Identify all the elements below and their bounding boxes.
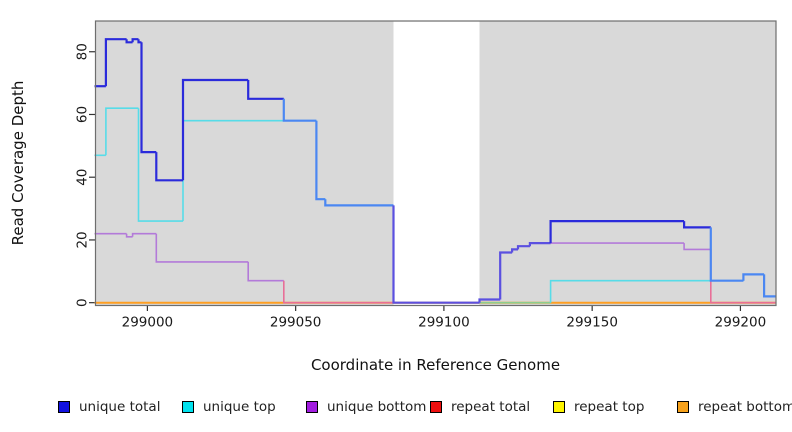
legend-label: repeat bottom [698, 399, 792, 415]
legend-label: repeat total [451, 399, 531, 415]
series-line-unique-top [137, 108, 183, 222]
series-line-unique-top [549, 279, 744, 303]
series-line-unique-total [104, 38, 127, 87]
series-line-unique-total [392, 205, 480, 304]
repeat-bottom-swatch-icon [677, 401, 689, 413]
repeat-total-swatch-icon [430, 401, 442, 413]
plot-border [94, 20, 777, 307]
legend-item-unique-top: unique top [182, 399, 276, 415]
legend-item-unique-total: unique total [58, 399, 160, 415]
legend-item-repeat-top: repeat top [553, 399, 644, 415]
series-line-unique-total [683, 221, 711, 229]
series-line-unique-total [181, 78, 249, 181]
x-tick-label: 299000 [122, 315, 174, 331]
unique-total-swatch-icon [58, 401, 70, 413]
y-axis-title: Read Coverage Depth [9, 80, 27, 246]
series-line-unique-total [125, 39, 133, 44]
legend-item-repeat-total: repeat total [430, 399, 530, 415]
y-tick-label: 20 [75, 231, 91, 248]
series-line-unique-bottom [131, 232, 157, 237]
y-tick-label: 80 [75, 43, 91, 60]
plot-svg: 299000 299050 299100 299150 299200 0 20 40 60 80 [75, 20, 777, 331]
legend-label: unique top [203, 399, 276, 415]
unique-bottom-swatch-icon [306, 401, 318, 413]
repeat-top-swatch-icon [553, 401, 565, 413]
legend-item-unique-bottom: unique bottom [306, 399, 426, 415]
x-axis-title: Coordinate in Reference Genome [310, 356, 561, 374]
series-line-unique-total [155, 152, 183, 182]
legend-label: unique bottom [327, 399, 427, 415]
series-line-unique-total [131, 38, 139, 43]
series-lines [94, 38, 776, 304]
legend-label: unique total [79, 399, 161, 415]
series-line-unique-bottom [125, 233, 133, 238]
series-line-unique-total [282, 98, 317, 122]
y-tick-label: 0 [75, 298, 91, 307]
x-tick-label: 299150 [566, 315, 618, 331]
series-line-unique-total [247, 80, 284, 100]
x-tick-label: 299200 [715, 315, 767, 331]
y-tick-label: 40 [75, 169, 91, 186]
series-line-unique-total [324, 199, 394, 207]
legend: unique total unique top unique bottom re… [0, 399, 792, 421]
series-line-unique-bottom [683, 243, 711, 251]
series-line-unique-total [742, 273, 765, 281]
series-line-unique-total [549, 220, 685, 244]
y-tick-label: 60 [75, 106, 91, 123]
series-line-unique-total [763, 274, 776, 298]
series-line-unique-top [105, 107, 139, 156]
series-line-unique-total [315, 120, 326, 201]
x-tick-label: 299100 [418, 315, 470, 331]
series-line-unique-total [709, 227, 744, 282]
series-line-unique-total [528, 242, 551, 247]
series-line-unique-total [499, 251, 513, 300]
unique-top-swatch-icon [182, 401, 194, 413]
legend-item-repeat-bottom: repeat bottom [677, 399, 792, 415]
series-line-unique-total [511, 248, 518, 253]
series-line-unique-total [516, 245, 530, 250]
series-line-unique-bottom [247, 261, 284, 282]
uncovered-region-band [393, 21, 480, 305]
series-line-unique-total [140, 42, 157, 154]
x-tick-label: 299050 [270, 315, 322, 331]
series-line-unique-total [478, 298, 501, 303]
series-line-unique-bottom [155, 233, 249, 263]
legend-label: repeat top [574, 399, 645, 415]
